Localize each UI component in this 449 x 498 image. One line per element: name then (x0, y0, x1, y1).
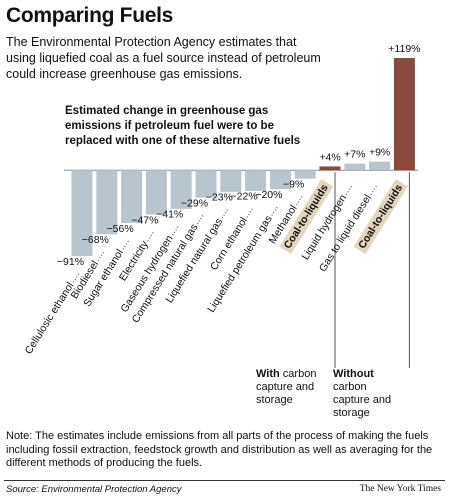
bar (294, 170, 316, 179)
chart: −91%Cellulosic ethanol−68%Biodiesel−56%S… (23, 43, 421, 368)
bar (245, 170, 267, 191)
annotation-line: replaced with one of these alternative f… (65, 135, 301, 147)
dot-leader (345, 184, 354, 195)
bar (393, 58, 415, 171)
dot-leader (73, 271, 81, 283)
subtitle-line: could increase greenhouse gas emissions. (6, 67, 243, 81)
chart-annotation: Estimated change in greenhouse gas emiss… (65, 104, 300, 149)
value-label: +9% (369, 147, 390, 159)
bar (145, 170, 167, 215)
bar (195, 170, 217, 198)
footer-rule (4, 480, 445, 481)
bar (269, 170, 291, 190)
value-label: −47% (131, 214, 158, 226)
value-label: −56% (107, 223, 134, 235)
dot-leader (147, 230, 155, 242)
dot-leader (296, 194, 304, 206)
dot-leader (370, 184, 378, 195)
dot-leader (271, 205, 279, 216)
bar (344, 163, 366, 171)
subtitle-line: using liquefied coal as a fuel source in… (6, 51, 321, 65)
bar (220, 170, 242, 192)
value-label: −9% (283, 178, 304, 190)
note-rest: carbon capture and storage (256, 368, 317, 406)
category-highlight (279, 179, 334, 255)
category-highlight (353, 179, 408, 255)
value-label: +4% (319, 151, 340, 163)
with-note: With carbon capture and storage (256, 368, 328, 407)
bar (121, 170, 143, 223)
bar (170, 170, 192, 209)
note: Note: The estimates include emissions fr… (6, 430, 433, 469)
note-lead: With (256, 368, 280, 380)
category-group: Cellulosic ethanol (23, 271, 81, 356)
note-rest: carbon capture and storage (333, 381, 392, 419)
dot-leader (97, 250, 106, 261)
value-label: −41% (156, 209, 183, 221)
value-label: −23% (206, 192, 233, 204)
value-label: −91% (57, 256, 84, 268)
bar (71, 170, 93, 256)
dot-leader (197, 213, 205, 225)
dot-leader (221, 207, 230, 219)
without-note: Without carbon capture and storage (333, 368, 405, 420)
credit: The New York Times (359, 484, 441, 494)
value-label: −29% (181, 197, 208, 209)
dot-leader (122, 238, 130, 250)
bar (369, 161, 391, 171)
subtitle: The Environmental Protection Agency esti… (6, 34, 321, 82)
note-lead: Without (333, 368, 374, 380)
value-label: −20% (255, 189, 282, 201)
bar (96, 170, 118, 235)
dot-leader (172, 224, 180, 236)
value-label: −22% (231, 191, 258, 203)
subtitle-line: The Environmental Protection Agency esti… (6, 35, 297, 49)
source: Source: Environmental Protection Agency (6, 484, 182, 495)
value-label: −68% (82, 234, 109, 246)
category-label: Cellulosic ethanol (23, 280, 77, 356)
annotation-line: Estimated change in greenhouse gas (65, 105, 269, 117)
bar (319, 166, 341, 171)
dot-leader (246, 206, 254, 218)
value-label: +119% (388, 43, 420, 55)
value-label: +7% (344, 149, 365, 161)
title: Comparing Fuels (6, 4, 174, 27)
annotation-line: emissions if petroleum fuel were to be (65, 120, 274, 132)
